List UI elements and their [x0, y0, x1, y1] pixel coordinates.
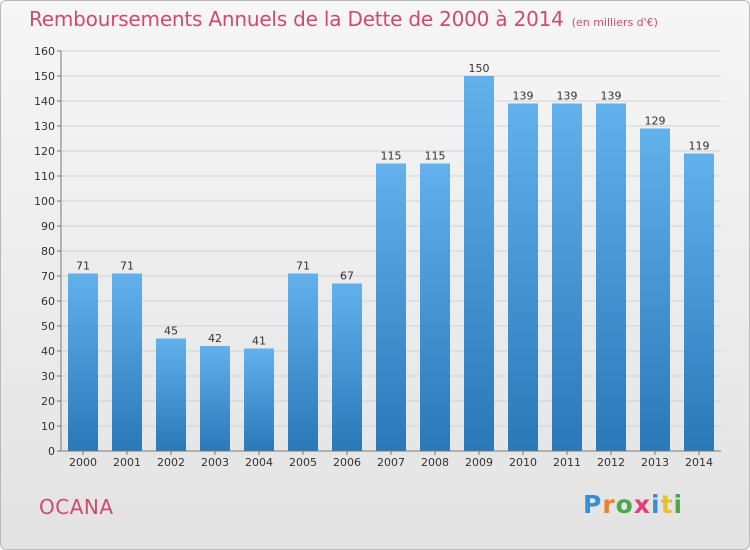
y-tick-label-60: 60 [41, 295, 55, 308]
chart-title-text: Remboursements Annuels de la Dette de 20… [29, 7, 564, 31]
bar-value-label-2000: 71 [76, 260, 90, 273]
x-tick-label-2007: 2007 [377, 456, 405, 469]
bar-2013 [640, 128, 670, 451]
bar-value-label-2012: 139 [601, 90, 622, 103]
bar-value-label-2010: 139 [513, 90, 534, 103]
commune-name: OCANA [39, 495, 114, 519]
y-tick-label-90: 90 [41, 220, 55, 233]
bar-value-label-2008: 115 [425, 150, 446, 163]
y-tick-label-130: 130 [34, 120, 55, 133]
bar-2005 [288, 273, 318, 451]
x-tick-label-2011: 2011 [553, 456, 581, 469]
x-tick-label-2003: 2003 [201, 456, 229, 469]
x-tick-label-2004: 2004 [245, 456, 273, 469]
bar-2008 [420, 163, 450, 451]
x-tick-label-2010: 2010 [509, 456, 537, 469]
bar-value-label-2002: 45 [164, 325, 178, 338]
y-tick-label-160: 160 [34, 45, 55, 58]
bar-2009 [464, 76, 494, 451]
y-tick-label-100: 100 [34, 195, 55, 208]
x-tick-label-2002: 2002 [157, 456, 185, 469]
bar-2000 [68, 273, 98, 451]
proxiti-logo: Proxiti [583, 490, 684, 519]
x-tick-label-2008: 2008 [421, 456, 449, 469]
bar-2006 [332, 283, 362, 451]
y-tick-label-110: 110 [34, 170, 55, 183]
y-tick-label-150: 150 [34, 70, 55, 83]
bar-value-label-2014: 119 [689, 140, 710, 153]
x-tick-label-2000: 2000 [69, 456, 97, 469]
bar-2002 [156, 338, 186, 451]
chart-title: Remboursements Annuels de la Dette de 20… [29, 7, 658, 31]
bar-value-label-2005: 71 [296, 260, 310, 273]
x-tick-label-2001: 2001 [113, 456, 141, 469]
bar-value-label-2013: 129 [645, 115, 666, 128]
bar-2004 [244, 348, 274, 451]
x-tick-label-2005: 2005 [289, 456, 317, 469]
bar-value-label-2001: 71 [120, 260, 134, 273]
y-tick-label-80: 80 [41, 245, 55, 258]
x-tick-label-2013: 2013 [641, 456, 669, 469]
y-tick-label-140: 140 [34, 95, 55, 108]
y-tick-label-70: 70 [41, 270, 55, 283]
x-tick-label-2006: 2006 [333, 456, 361, 469]
bar-2010 [508, 103, 538, 451]
x-tick-label-2012: 2012 [597, 456, 625, 469]
bar-2014 [684, 153, 714, 451]
y-tick-label-0: 0 [48, 445, 55, 458]
bar-value-label-2009: 150 [469, 62, 490, 75]
x-tick-label-2009: 2009 [465, 456, 493, 469]
bar-value-label-2003: 42 [208, 332, 222, 345]
bar-2011 [552, 103, 582, 451]
bar-2003 [200, 346, 230, 451]
y-tick-label-40: 40 [41, 345, 55, 358]
bar-value-label-2006: 67 [340, 270, 354, 283]
y-tick-label-50: 50 [41, 320, 55, 333]
bar-value-label-2007: 115 [381, 150, 402, 163]
chart-unit: (en milliers d'€) [571, 16, 658, 29]
y-tick-label-30: 30 [41, 370, 55, 383]
bar-2012 [596, 103, 626, 451]
y-tick-label-10: 10 [41, 420, 55, 433]
y-tick-label-120: 120 [34, 145, 55, 158]
bar-2007 [376, 163, 406, 451]
bar-2001 [112, 273, 142, 451]
bar-value-label-2004: 41 [252, 335, 266, 348]
x-tick-label-2014: 2014 [685, 456, 713, 469]
y-tick-label-20: 20 [41, 395, 55, 408]
bar-value-label-2011: 139 [557, 90, 578, 103]
